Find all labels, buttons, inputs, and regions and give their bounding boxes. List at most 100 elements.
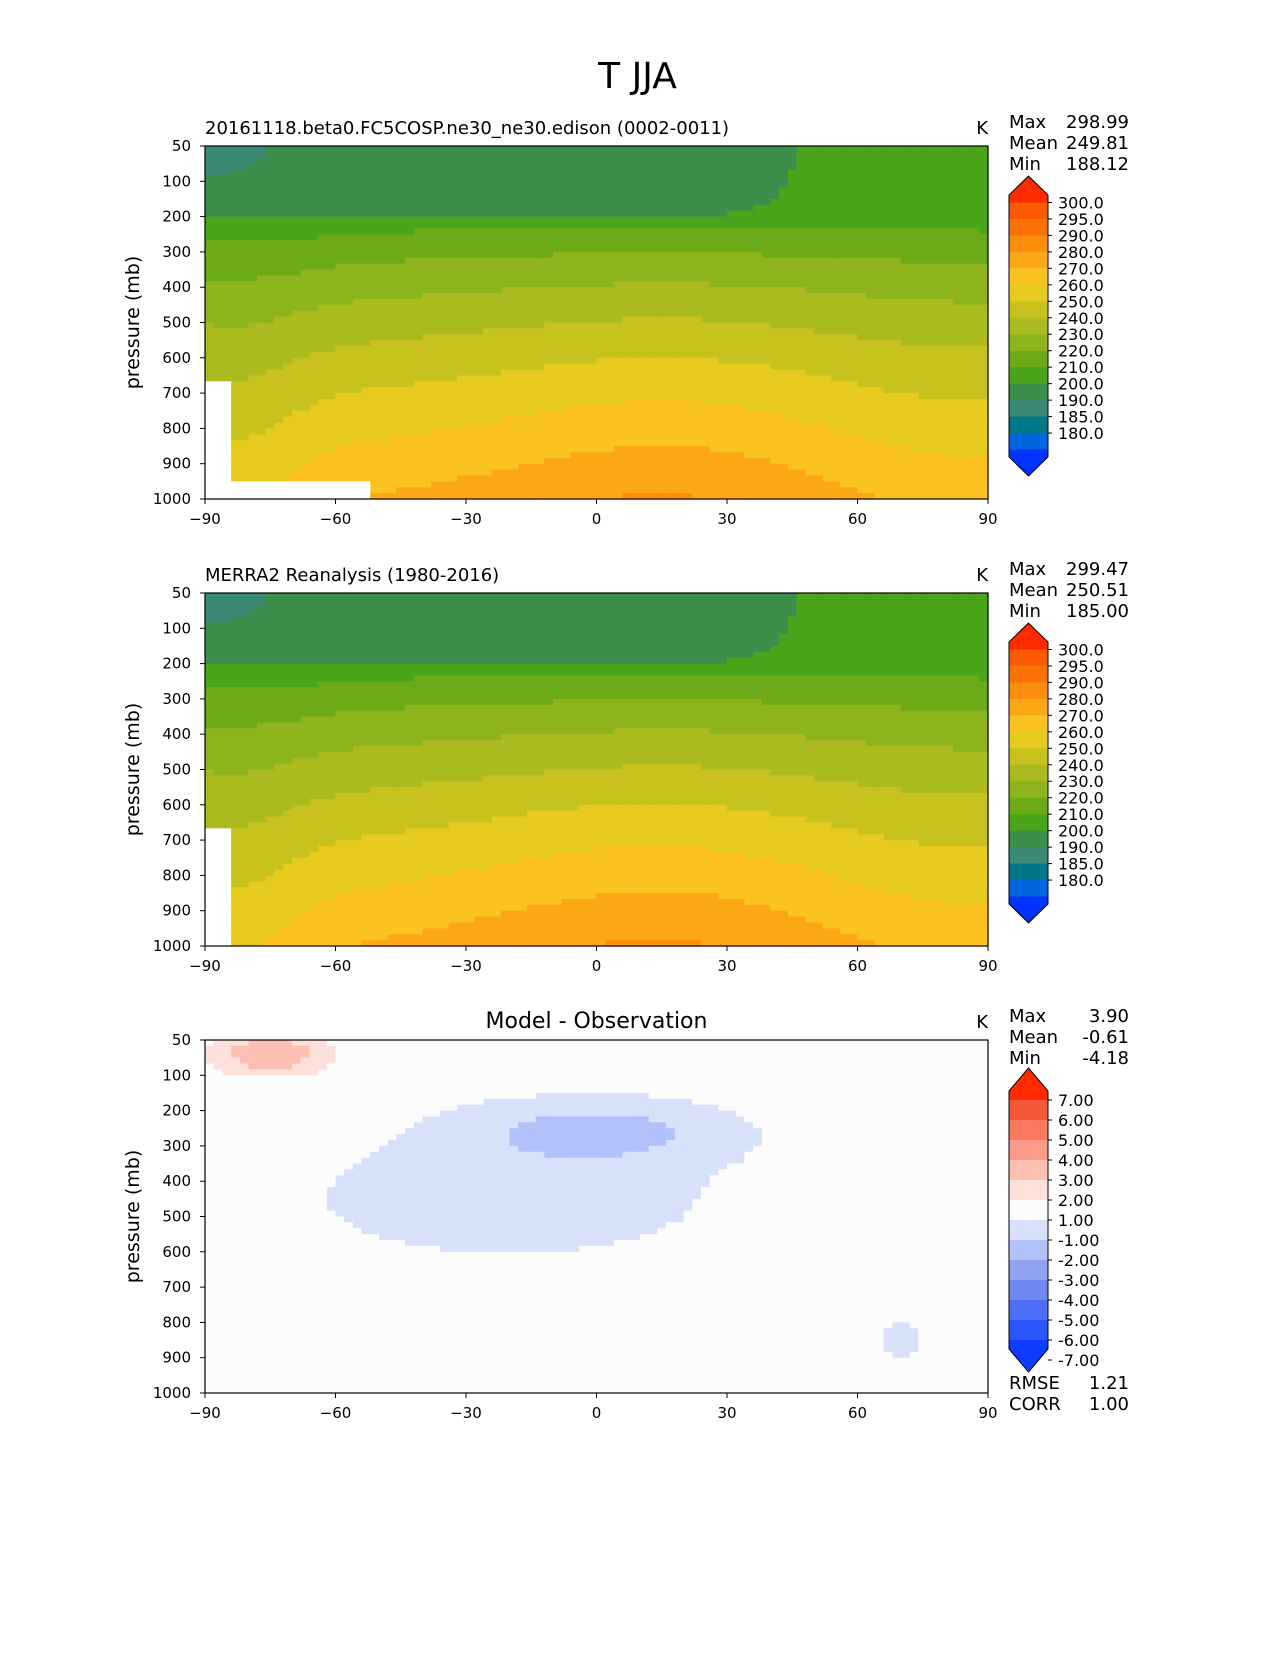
contour-cell	[674, 281, 685, 288]
contour-cell	[692, 151, 702, 159]
contour-cell	[953, 304, 963, 312]
contour-cell	[222, 181, 232, 188]
contour-cell	[318, 228, 328, 235]
contour-cell	[787, 434, 798, 441]
contour-cell	[874, 216, 885, 224]
contour-cell	[640, 416, 650, 424]
contour-cell	[231, 310, 241, 318]
contour-cell	[927, 181, 937, 188]
contour-cell	[683, 398, 693, 406]
contour-cell	[413, 281, 424, 288]
contour-cell	[796, 275, 806, 282]
contour-cell	[274, 198, 284, 206]
contour-cell	[535, 146, 545, 153]
contour-cell	[579, 169, 589, 177]
contour-cell	[909, 410, 919, 418]
contour-cell	[683, 346, 693, 353]
contour-cell	[509, 175, 519, 182]
contour-cell	[413, 428, 424, 435]
contour-cell	[448, 310, 458, 318]
contour-cell	[579, 234, 589, 241]
contour-cell	[231, 298, 241, 306]
contour-cell	[561, 346, 571, 353]
contour-cell	[883, 257, 893, 265]
contour-cell	[727, 446, 737, 453]
contour-cell	[518, 228, 528, 235]
contour-cell	[431, 369, 441, 377]
contour-cell	[622, 381, 632, 388]
contour-cell	[953, 422, 963, 429]
contour-cell	[901, 163, 911, 171]
contour-cell	[283, 434, 293, 441]
contour-cell	[318, 316, 328, 324]
contour-cell	[370, 310, 380, 318]
contour-cell	[474, 157, 484, 165]
contour-cell	[787, 222, 798, 229]
contour-cell	[883, 234, 893, 241]
contour-cell	[422, 251, 432, 259]
contour-cell	[648, 275, 658, 282]
contour-cell	[309, 340, 319, 347]
contour-cell	[953, 357, 963, 365]
contour-cell	[361, 246, 371, 253]
contour-cell	[396, 263, 406, 271]
contour-cell	[579, 363, 589, 371]
contour-cell	[848, 340, 859, 347]
contour-cell	[892, 363, 902, 371]
contour-cell	[413, 251, 424, 259]
contour-cell	[466, 351, 476, 359]
contour-cell	[901, 251, 911, 259]
contour-cell	[257, 198, 267, 206]
contour-cell	[613, 251, 624, 259]
contour-cell	[370, 146, 380, 153]
contour-cell	[213, 146, 223, 153]
contour-cell	[918, 210, 928, 218]
contour-cell	[622, 151, 632, 159]
contour-cell	[657, 422, 667, 429]
contour-cell	[474, 457, 484, 465]
contour-cell	[761, 146, 772, 153]
contour-cell	[231, 151, 241, 159]
contour-cell	[935, 151, 946, 159]
contour-cell	[396, 193, 406, 200]
contour-cell	[657, 416, 667, 424]
contour-cell	[265, 287, 276, 294]
contour-cell	[579, 146, 589, 153]
contour-cell	[640, 387, 650, 394]
contour-cell	[840, 216, 850, 224]
contour-cell	[248, 440, 258, 447]
contour-cell	[770, 434, 780, 441]
contour-cell	[692, 340, 702, 347]
contour-cell	[848, 146, 859, 153]
contour-cell	[640, 251, 650, 259]
contour-cell	[352, 398, 363, 406]
contour-cell	[492, 275, 502, 282]
contour-cell	[318, 146, 328, 153]
contour-cell	[457, 446, 467, 453]
contour-cell	[927, 416, 937, 424]
contour-cell	[857, 404, 867, 412]
contour-cell	[613, 216, 624, 224]
contour-cell	[361, 451, 371, 459]
contour-cell	[587, 428, 598, 435]
contour-cell	[439, 328, 450, 335]
contour-cell	[640, 216, 650, 224]
contour-cell	[239, 387, 250, 394]
contour-cell	[222, 269, 232, 277]
contour-cell	[866, 228, 876, 235]
contour-cell	[927, 263, 937, 271]
contour-cell	[344, 157, 354, 165]
contour-cell	[796, 263, 806, 271]
contour-cell	[587, 181, 598, 188]
contour-cell	[874, 451, 885, 459]
contour-cell	[944, 440, 954, 447]
contour-cell	[683, 210, 693, 218]
contour-cell	[405, 234, 415, 241]
contour-cell	[892, 434, 902, 441]
contour-cell	[874, 304, 885, 312]
contour-cell	[814, 204, 824, 212]
contour-cell	[901, 363, 911, 371]
contour-cell	[961, 198, 972, 206]
contour-cell	[761, 240, 772, 247]
contour-cell	[753, 204, 763, 212]
